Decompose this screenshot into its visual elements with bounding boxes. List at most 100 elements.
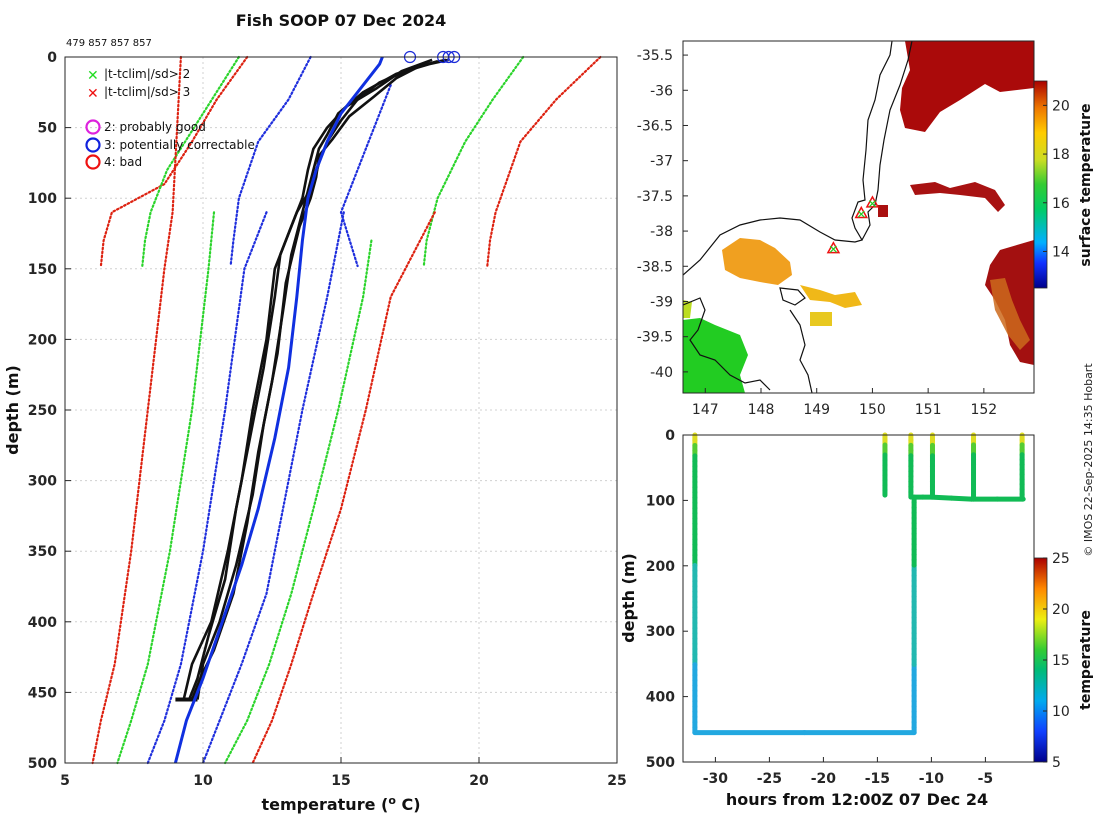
climatology-line — [229, 55, 312, 268]
map-y-tick-label: -38 — [650, 224, 673, 240]
y-tick-label: 200 — [28, 332, 57, 348]
map-x-tick-label: 150 — [859, 402, 886, 418]
chart-title: Fish SOOP 07 Dec 2024 — [236, 11, 446, 30]
temp-colorbar-tick-label: 20 — [1052, 602, 1070, 618]
y-tick-label: 500 — [28, 756, 57, 772]
dt-y-tick-label: 400 — [646, 690, 675, 706]
sst-colorbar-tick-label: 14 — [1052, 244, 1070, 260]
map-content: ✕✕✕ — [683, 41, 1034, 393]
map-y-tick-label: -36.5 — [637, 118, 673, 134]
map-x-tick-label: 147 — [692, 402, 719, 418]
x-tick-label: 5 — [60, 773, 70, 789]
dt-y-tick-label: 100 — [646, 493, 675, 509]
coastline — [683, 41, 893, 276]
dt-x-label: hours from 12:00Z 07 Dec 24 — [726, 790, 988, 809]
x-tick-label: 10 — [193, 773, 213, 789]
sst-patch-orange-bass — [722, 238, 792, 285]
sst-patch-yellow-bass — [800, 285, 862, 308]
y-tick-label: 450 — [28, 685, 57, 701]
dt-y-tick-label: 0 — [665, 428, 675, 444]
dt-y-tick-label: 500 — [646, 755, 675, 771]
temp-colorbar-tick-label: 10 — [1052, 704, 1070, 720]
map-stations: ✕✕✕ — [826, 195, 880, 257]
map-y-ticks: -35.5 -36 -36.5 -37 -37.5 -38 -38.5 -39 -39.5 -40 — [637, 48, 688, 381]
legend-item-2sd: ✕ |t-tclim|/sd> 2 — [87, 67, 190, 84]
y-tick-label: 400 — [28, 615, 57, 631]
dt-y-tick-label: 300 — [646, 624, 675, 640]
coastline-tasmania — [789, 309, 813, 393]
legend-label: 3: potentially correctable — [104, 138, 255, 152]
climatology-line — [146, 211, 268, 765]
temp-colorbar-tick-label: 5 — [1052, 755, 1061, 771]
y-tick-label: 150 — [28, 262, 57, 278]
legend-item-3sd: ✕ |t-tclim|/sd> 3 — [87, 85, 190, 102]
y-tick-label: 350 — [28, 544, 57, 560]
station-marker-x: ✕ — [828, 243, 838, 257]
dt-x-tick-label: -10 — [919, 771, 945, 787]
legend-label: 4: bad — [104, 155, 142, 169]
profile-y-label: depth (m) — [3, 365, 22, 455]
dt-y-label: depth (m) — [619, 553, 638, 643]
climatology-line — [99, 55, 249, 268]
sst-patch-orange-east — [990, 278, 1030, 350]
station-marker-x: ✕ — [867, 197, 877, 211]
coastline-island — [779, 287, 806, 306]
sst-colorbar-tick-label: 20 — [1052, 98, 1070, 114]
credit-text: © IMOS 22-Sep-2025 14:35 Hobart — [1082, 363, 1095, 557]
map-y-tick-label: -39.5 — [637, 330, 673, 346]
sst-patch-warm-north — [900, 41, 1034, 132]
legend-label: |t-tclim|/sd> 3 — [104, 85, 190, 99]
station-marker-x: ✕ — [856, 207, 866, 221]
coastline-east — [861, 41, 913, 241]
sst-patch-yellow-small — [810, 312, 832, 326]
climatology-line — [116, 211, 216, 765]
map-y-tick-label: -40 — [650, 365, 673, 381]
map-y-tick-label: -36 — [650, 83, 673, 99]
dt-x-tick-label: -25 — [757, 771, 782, 787]
map-x-tick-label: 149 — [803, 402, 830, 418]
map-x-tick-label: 151 — [915, 402, 942, 418]
dt-x-tick-label: -30 — [703, 771, 729, 787]
sst-colorbar-tick-label: 18 — [1052, 147, 1070, 163]
sst-patch-small — [878, 205, 888, 217]
sst-colorbar-tick-label: 16 — [1052, 196, 1070, 212]
climatology-line — [141, 55, 240, 268]
y-tick-label: 0 — [47, 50, 57, 66]
dt-x-tick-label: -15 — [865, 771, 890, 787]
profile-x-ticks: 5 10 15 20 25 — [60, 757, 627, 789]
sst-colorbar-ticks: 20 18 16 14 — [1043, 98, 1070, 260]
sst-colorbar-label: surface temperature — [1078, 103, 1094, 266]
station-triangle — [865, 195, 880, 208]
dt-plot-area — [683, 435, 1034, 762]
profile-x-label: temperature (o C) — [261, 794, 420, 814]
x-tick-label: 25 — [607, 773, 626, 789]
legend-marker-x-red: ✕ — [87, 86, 99, 102]
coastline-southwest — [683, 297, 771, 391]
temperature-colorbar-ticks: 25 20 15 10 5 — [1043, 551, 1070, 771]
climatology-line — [486, 55, 602, 268]
dt-x-tick-label: -5 — [978, 771, 994, 787]
climatology-line — [339, 84, 392, 268]
profile-y-ticks: 0 50 100 150 200 250 300 350 400 450 500 — [28, 50, 71, 772]
legend: ✕ |t-tclim|/sd> 2 ✕ |t-tclim|/sd> 3 2: p… — [85, 67, 255, 170]
chart-subtitle: 479 857 857 857 — [66, 38, 152, 49]
map-y-tick-label: -37 — [650, 154, 673, 170]
map-panel: ✕✕✕ 147 148 149 150 151 152 -35.5-36-36.5-37-… — [637, 40, 1094, 418]
climatology-line — [91, 55, 182, 765]
temp-colorbar-tick-label: 15 — [1052, 653, 1070, 669]
y-tick-label: 300 — [28, 474, 57, 490]
dt-x-tick-label: -20 — [811, 771, 837, 787]
profile-panel: 5 10 15 20 25 0 50 100 150 200 250 300 350 400 450 500… — [3, 50, 627, 814]
x-tick-label: 15 — [331, 773, 350, 789]
map-x-tick-label: 152 — [970, 402, 997, 418]
mean-profile-line — [173, 56, 384, 764]
sst-patch-green-bass — [683, 318, 748, 393]
climatology-line — [224, 239, 373, 765]
legend-label: 2: probably good — [104, 120, 206, 134]
depth-time-tracks — [692, 432, 1026, 736]
legend-label: |t-tclim|/sd> 2 — [104, 67, 190, 81]
x-tick-label: 20 — [469, 773, 489, 789]
climatology-lines — [91, 55, 602, 765]
climatology-line — [422, 55, 525, 268]
legend-item-potentially-correctable: 3: potentially correctable — [85, 137, 255, 153]
